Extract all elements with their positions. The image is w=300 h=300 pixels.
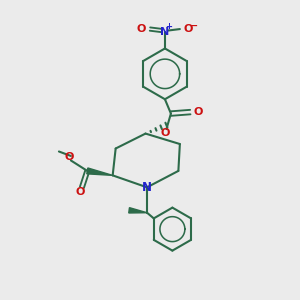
Text: N: N [142, 181, 152, 194]
Text: O: O [183, 24, 193, 34]
Polygon shape [129, 208, 147, 213]
Polygon shape [87, 168, 113, 176]
Text: O: O [193, 107, 203, 117]
Text: +: + [165, 22, 172, 32]
Text: N: N [160, 27, 170, 37]
Text: −: − [190, 21, 198, 31]
Text: O: O [160, 128, 170, 138]
Text: O: O [65, 152, 74, 162]
Text: O: O [76, 187, 85, 197]
Text: O: O [136, 24, 146, 34]
